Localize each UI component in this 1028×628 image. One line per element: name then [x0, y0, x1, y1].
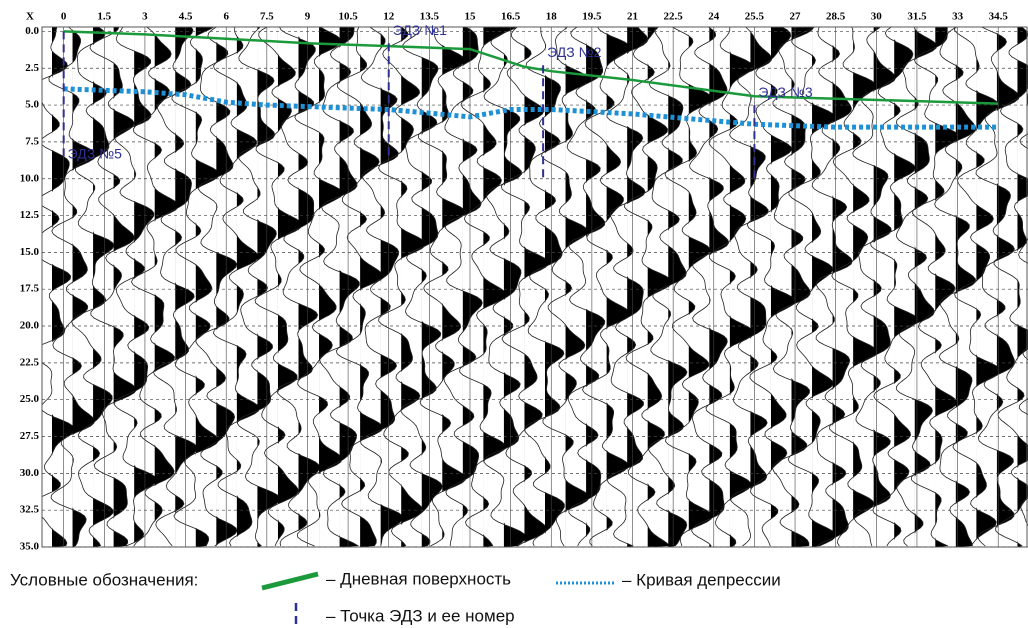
- x-tick-label: 22.5: [664, 11, 684, 23]
- x-tick-label: 9: [305, 11, 311, 23]
- y-tick-label: 15.0: [20, 246, 40, 258]
- y-tick-label: 7.5: [25, 135, 39, 147]
- edz-label: ЭДЗ №3: [758, 84, 812, 100]
- y-tick-label: 35.0: [20, 541, 40, 553]
- x-tick-label: 21: [627, 11, 638, 23]
- y-tick-label: 20.0: [20, 320, 40, 332]
- y-tick-label: 5.0: [25, 99, 39, 111]
- y-tick-label: 12.5: [20, 209, 40, 221]
- legend-label: – Точка ЭДЗ и ее номер: [326, 606, 515, 625]
- y-tick-label: 10.0: [20, 172, 40, 184]
- y-tick-label: 27.5: [20, 430, 40, 442]
- x-tick-label: 19.5: [582, 11, 602, 23]
- x-tick-label: 6: [223, 11, 229, 23]
- x-tick-label: 3: [142, 11, 148, 23]
- x-tick-label: 27: [790, 11, 802, 23]
- x-tick-label: 1.5: [97, 11, 111, 23]
- x-tick-label: 28.5: [826, 11, 846, 23]
- y-tick-label: 32.5: [20, 504, 40, 516]
- x-tick-label: 18: [546, 11, 558, 23]
- edz-label: ЭДЗ №5: [68, 145, 122, 161]
- x-tick-label: 30: [871, 11, 883, 23]
- x-tick-label: 16.5: [501, 11, 521, 23]
- edz-label: ЭДЗ №2: [547, 44, 601, 60]
- y-tick-label: 22.5: [20, 356, 40, 368]
- x-tick-label: 7.5: [260, 11, 274, 23]
- y-tick-label: 30.0: [20, 467, 40, 479]
- chart: 01.534.567.5910.51213.51516.51819.52122.…: [0, 0, 1028, 628]
- legend-title: Условные обозначения:: [10, 570, 198, 589]
- y-tick-label: 17.5: [20, 283, 40, 295]
- x-tick-label: 12: [383, 11, 395, 23]
- corner-label: X: [26, 11, 34, 23]
- legend-swatch: [262, 574, 318, 588]
- x-tick-label: 4.5: [179, 11, 193, 23]
- x-tick-label: 0: [61, 11, 67, 23]
- x-tick-label: 31.5: [907, 11, 927, 23]
- legend-label: – Кривая депрессии: [622, 570, 781, 589]
- x-tick-label: 25.5: [745, 11, 765, 23]
- trace-fill: [463, 27, 483, 547]
- edz-label: ЭДЗ №1: [393, 22, 447, 38]
- x-tick-label: 33: [952, 11, 964, 23]
- y-tick-label: 0.0: [25, 25, 39, 37]
- x-tick-label: 13.5: [420, 11, 440, 23]
- x-tick-label: 10.5: [338, 11, 358, 23]
- y-tick-label: 25.0: [20, 393, 40, 405]
- y-tick-label: 2.5: [25, 62, 39, 74]
- x-tick-label: 24: [708, 11, 720, 23]
- x-tick-label: 34.5: [989, 11, 1009, 23]
- x-tick-label: 15: [464, 11, 476, 23]
- page: 01.534.567.5910.51213.51516.51819.52122.…: [0, 0, 1028, 628]
- legend-label: – Дневная поверхность: [326, 569, 511, 588]
